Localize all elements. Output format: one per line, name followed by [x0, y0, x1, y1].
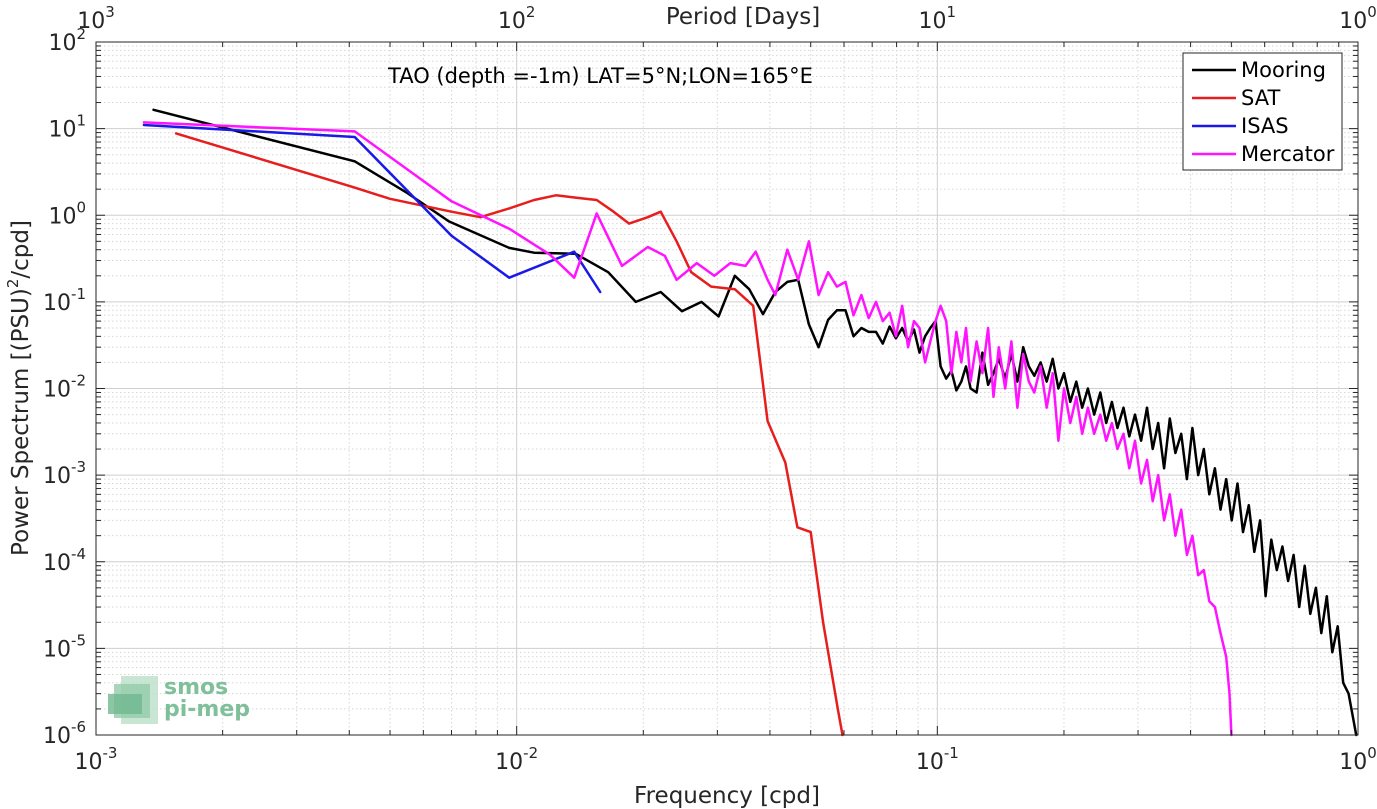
- legend-label-sat: SAT: [1241, 86, 1280, 110]
- series-line-sat: [174, 132, 844, 737]
- top-tick-label-exponent: 2: [526, 3, 536, 21]
- axis-ticks: [95, 41, 1359, 736]
- series-layer: [142, 108, 1358, 737]
- legend-label-mooring: Mooring: [1241, 58, 1326, 82]
- legend: Mooring SAT ISAS Mercator: [1182, 52, 1343, 171]
- top-tick-label: 101: [919, 3, 957, 34]
- top-axis-title: Period [Days]: [666, 4, 820, 30]
- top-tick-label-base: 10: [919, 9, 947, 34]
- y-tick-label-base: 10: [43, 637, 71, 662]
- x-tick-label: 100: [1339, 744, 1377, 775]
- top-tick-label-exponent: 3: [105, 3, 115, 21]
- legend-box: [1182, 52, 1343, 171]
- y-tick-label-exponent: 2: [76, 25, 86, 43]
- top-tick-label-base: 10: [77, 9, 105, 34]
- y-tick-label-base: 10: [43, 724, 71, 749]
- chart-annotation: TAO (depth =-1m) LAT=5°N;LON=165°E: [387, 64, 813, 88]
- x-tick-label-base: 10: [495, 750, 523, 775]
- y-tick-label-exponent: 0: [76, 198, 86, 216]
- logo: smos pi-mep: [108, 675, 250, 724]
- y-tick-label: 10-4: [43, 545, 86, 576]
- top-tick-label-base: 10: [1339, 9, 1367, 34]
- y-axis-title-main: Power Spectrum [(PSU): [8, 288, 34, 556]
- x-tick-label-base: 10: [916, 750, 944, 775]
- logo-mark-front: [108, 694, 142, 714]
- y-tick-label: 100: [48, 198, 86, 229]
- y-tick-label-base: 10: [43, 378, 71, 403]
- x-tick-label: 10-1: [916, 744, 959, 775]
- logo-text-line1: smos: [164, 675, 228, 700]
- y-tick-label-exponent: -1: [71, 285, 86, 303]
- x-tick-label-base: 10: [75, 750, 103, 775]
- series-line-isas: [142, 123, 602, 294]
- y-tick-label: 10-5: [43, 631, 86, 662]
- y-tick-label-exponent: -5: [71, 631, 86, 649]
- top-tick-label: 103: [77, 3, 115, 34]
- x-tick-label-base: 10: [1339, 750, 1367, 775]
- legend-items: Mooring SAT ISAS Mercator: [1192, 58, 1335, 166]
- top-tick-labels: 103 102 101 100: [77, 3, 1377, 34]
- y-tick-label: 10-2: [43, 372, 86, 403]
- y-tick-label-base: 10: [43, 551, 71, 576]
- y-tick-label-exponent: -3: [71, 458, 86, 476]
- legend-label-isas: ISAS: [1241, 114, 1289, 138]
- y-tick-label-base: 10: [48, 31, 76, 56]
- x-tick-label-exponent: 0: [1367, 744, 1377, 762]
- y-tick-label-base: 10: [48, 118, 76, 143]
- series-line-mercator: [142, 121, 1233, 737]
- y-tick-label: 101: [48, 112, 86, 143]
- top-tick-label-exponent: 0: [1367, 3, 1377, 21]
- y-tick-label: 102: [48, 25, 86, 56]
- series-line-mooring: [152, 108, 1358, 737]
- x-tick-label-exponent: -3: [103, 744, 118, 762]
- y-tick-label-exponent: -4: [71, 545, 86, 563]
- top-tick-label-base: 10: [498, 9, 526, 34]
- y-tick-label-exponent: 1: [76, 112, 86, 130]
- x-axis-title: Frequency [cpd]: [634, 783, 820, 809]
- y-axis-title-end: /cpd]: [8, 220, 34, 279]
- top-tick-label: 100: [1339, 3, 1377, 34]
- top-tick-label-exponent: 1: [947, 3, 957, 21]
- y-tick-label: 10-6: [43, 718, 86, 749]
- y-tick-label-base: 10: [48, 204, 76, 229]
- y-tick-label: 10-3: [43, 458, 86, 489]
- x-tick-labels: 10-3 10-2 10-1 100: [75, 744, 1377, 775]
- x-tick-label-exponent: -2: [523, 744, 538, 762]
- minor-grid: [96, 42, 1358, 735]
- y-axis-title-sup: 2: [4, 279, 22, 289]
- x-tick-label-exponent: -1: [944, 744, 959, 762]
- logo-text-line2: pi-mep: [164, 697, 250, 722]
- y-tick-label-base: 10: [43, 464, 71, 489]
- y-tick-label-exponent: -6: [71, 718, 86, 736]
- y-tick-label: 10-1: [43, 285, 86, 316]
- top-tick-label: 102: [498, 3, 536, 34]
- x-tick-label: 10-2: [495, 744, 538, 775]
- legend-label-mercator: Mercator: [1241, 142, 1335, 166]
- y-tick-label-base: 10: [43, 291, 71, 316]
- y-axis-title: Power Spectrum [(PSU)2/cpd]: [4, 220, 34, 556]
- y-tick-label-exponent: -2: [71, 372, 86, 390]
- x-tick-label: 10-3: [75, 744, 118, 775]
